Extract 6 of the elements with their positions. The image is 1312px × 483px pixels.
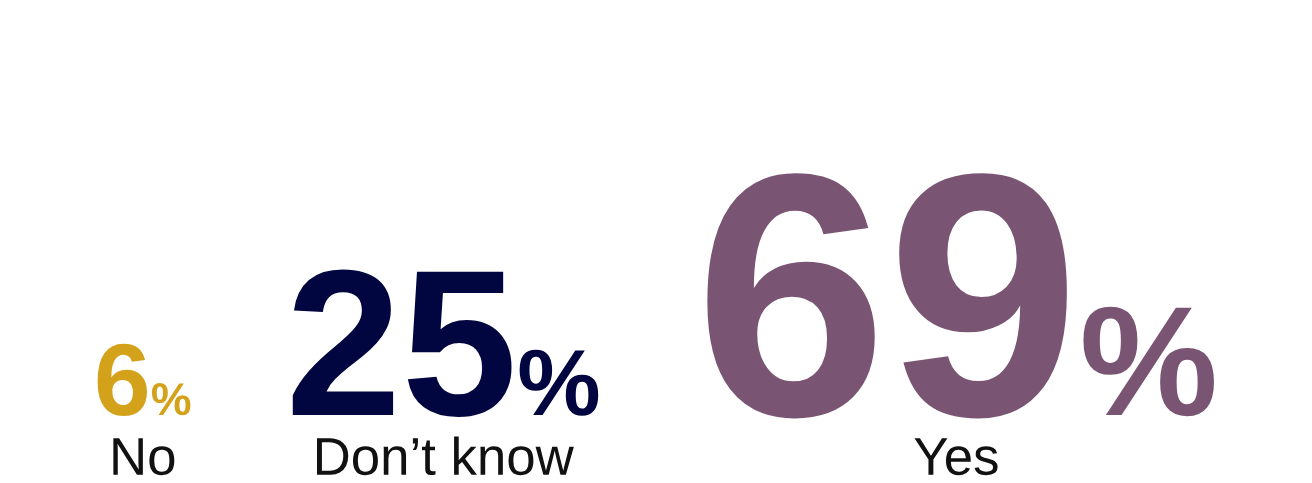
category-label: Don’t know bbox=[316, 436, 574, 476]
data-label: 25% bbox=[292, 269, 599, 418]
category-label: No bbox=[113, 438, 175, 476]
data-label: 6% bbox=[97, 343, 191, 416]
data-label: 69% bbox=[707, 173, 1214, 419]
category-label: Yes bbox=[914, 438, 998, 476]
